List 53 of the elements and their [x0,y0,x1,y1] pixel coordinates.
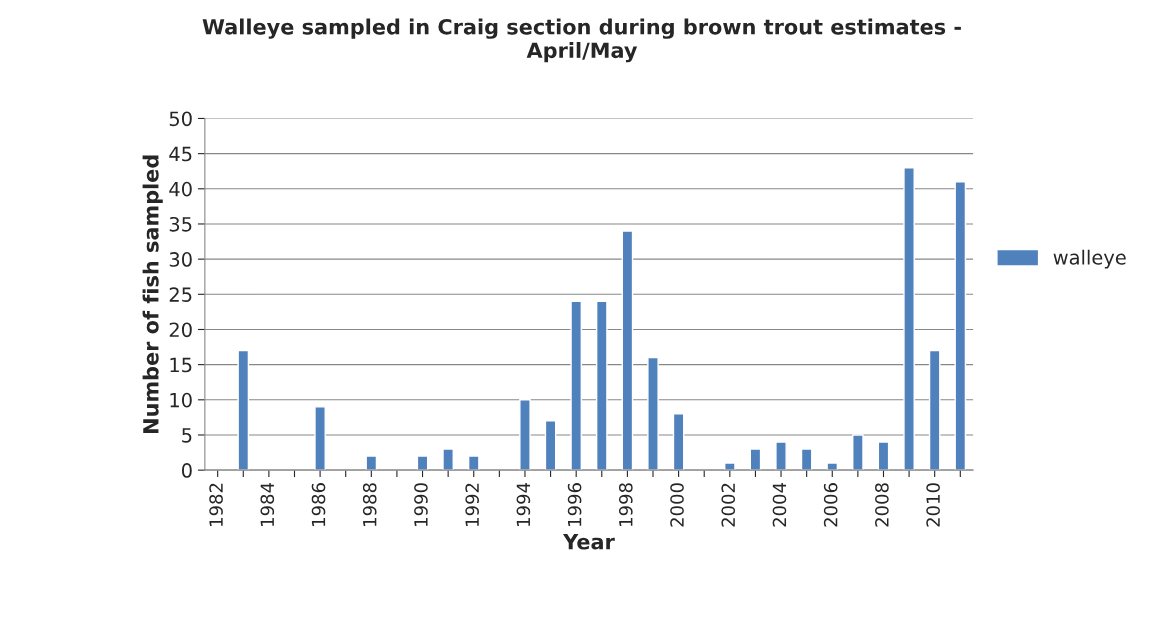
x-tick-label: 1982 [209,483,223,526]
x-tick-label: 2010 [926,483,940,527]
x-tick-label: 1984 [260,482,275,526]
y-tick-label: 25 [169,287,192,302]
x-tick-label: 2002 [721,483,736,527]
x-tick-label: 2008 [875,483,889,527]
y-axis-title: Number of fish sampled [142,155,163,433]
y-tick-label: 40 [169,181,192,197]
bar [928,349,941,471]
bar [544,420,557,471]
legend-label: walleye [1053,249,1126,269]
bar [519,399,531,471]
x-tick-label: 1988 [362,483,377,526]
bar [954,181,967,471]
bar [775,441,787,471]
bar [852,434,864,471]
x-tick-label: 1994 [516,482,531,526]
y-tick-label: 20 [169,322,192,338]
x-tick-label: 1992 [465,483,479,526]
y-tick-label: 0 [181,463,192,478]
bar [672,413,685,471]
chart-title: Walleye sampled in Craig section during brown trout estimates - April/May [202,18,961,63]
y-tick-label: 35 [169,216,192,232]
bar [237,349,250,471]
bar [800,448,813,471]
bar [570,300,582,471]
x-tick-label: 2006 [823,483,838,527]
x-tick-label: 1996 [567,483,582,526]
bar [595,300,608,471]
x-tick-label: 1998 [618,483,633,526]
y-tick-label: 15 [170,357,192,373]
y-tick-label: 50 [169,111,192,127]
bar [365,455,378,471]
bar [826,462,839,471]
y-tick-label: 5 [182,428,192,443]
y-tick-label: 30 [169,252,192,267]
y-tick-label: 45 [169,146,192,162]
x-tick-label: 1986 [311,483,326,526]
x-tick-label: 1990 [414,483,428,526]
bar [724,462,736,471]
bar [467,455,480,471]
bar [903,167,915,471]
x-tick-label: 2000 [670,483,684,527]
x-tick-label: 2004 [772,482,787,527]
bar [314,406,326,471]
bar [647,356,659,471]
bar [877,441,890,471]
bar [416,455,429,471]
x-axis-title: Year [562,534,615,550]
bar [442,448,454,471]
bar [749,448,762,471]
bar [621,230,634,471]
y-tick-label: 10 [170,392,192,408]
